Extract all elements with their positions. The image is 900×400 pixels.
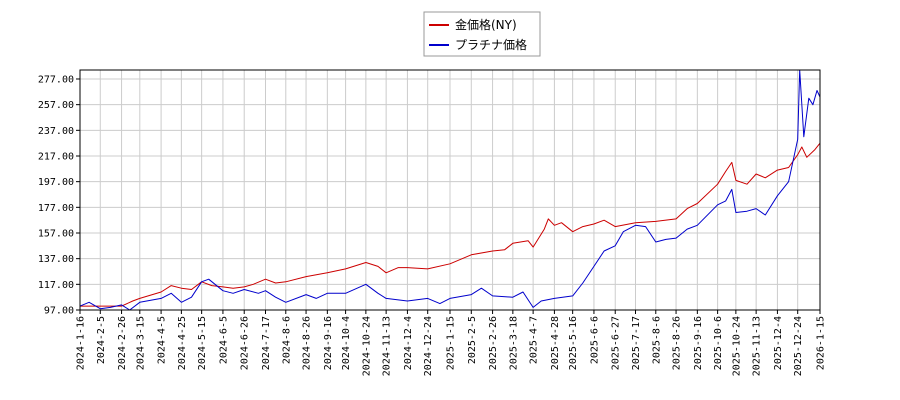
y-tick-label: 117.00 (38, 280, 74, 291)
plot-frame (79, 69, 821, 311)
x-tick-label: 2025-6-6 (589, 316, 600, 364)
x-tick-label: 2024-2-5 (96, 316, 107, 364)
x-tick-label: 2024-12-4 (403, 316, 414, 370)
x-axis-tick-labels: 2024-1-16 2024-2-5 2024-2-26 2024-3-15 2024-… (76, 310, 827, 376)
x-tick-label: 2024-9-16 (323, 316, 334, 370)
y-tick-label: 197.00 (38, 177, 74, 188)
legend-box (423, 11, 541, 57)
y-tick-label: 177.00 (38, 203, 74, 214)
x-tick-label: 2024-12-24 (423, 316, 434, 376)
x-tick-label: 2025-12-4 (773, 316, 784, 370)
y-tick-label: 217.00 (38, 151, 74, 162)
x-tick-label: 2024-3-15 (135, 316, 146, 370)
x-tick-label: 2024-7-17 (261, 316, 272, 370)
x-tick-label: 2025-7-17 (631, 316, 642, 370)
x-tick-label: 2024-10-4 (341, 316, 352, 370)
x-tick-label: 2025-10-6 (713, 316, 724, 370)
y-tick-label: 97.00 (44, 306, 74, 317)
x-tick-label: 2025-2-5 (467, 316, 478, 364)
x-tick-label: 2024-4-5 (157, 316, 168, 364)
x-tick-label: 2024-6-26 (240, 316, 251, 370)
x-tick-label: 2024-8-26 (302, 316, 313, 370)
x-tick-label: 2025-10-24 (731, 316, 742, 376)
y-axis-tick-labels: 97.00 117.00 137.00 157.00 177.00 197.00 217.0… (38, 74, 80, 317)
x-tick-label: 2025-4-7 (529, 316, 540, 364)
x-tick-label: 2025-8-26 (672, 316, 683, 370)
y-tick-label: 157.00 (38, 228, 74, 239)
x-tick-label: 2025-1-15 (446, 316, 457, 370)
x-tick-label: 2024-8-6 (281, 316, 292, 364)
x-tick-label: 2025-11-13 (752, 316, 763, 376)
x-tick-label: 2025-6-27 (611, 316, 622, 370)
y-tick-label: 237.00 (38, 126, 74, 137)
series-lines (79, 69, 821, 311)
legend: 金価格(NY) プラチナ価格 (423, 11, 541, 57)
x-tick-label: 2024-2-26 (117, 316, 128, 370)
x-tick-label: 2024-6-5 (218, 316, 229, 364)
x-tick-label: 2024-4-25 (177, 316, 188, 370)
x-tick-label: 2024-10-24 (361, 316, 372, 376)
x-tick-label: 2025-2-26 (488, 316, 499, 370)
x-tick-label: 2025-8-6 (651, 316, 662, 364)
x-tick-label: 2025-3-18 (508, 316, 519, 370)
x-tick-label: 2024-1-16 (76, 316, 87, 370)
x-tick-label: 2025-5-16 (568, 316, 579, 370)
x-tick-label: 2024-11-13 (382, 316, 393, 376)
legend-label-gold: 金価格(NY) (455, 17, 517, 32)
y-tick-label: 257.00 (38, 100, 74, 111)
y-tick-label: 137.00 (38, 254, 74, 265)
legend-label-platinum: プラチナ価格 (455, 37, 527, 52)
y-tick-label: 277.00 (38, 74, 74, 85)
x-tick-label: 2025-9-16 (693, 316, 704, 370)
x-tick-label: 2025-4-28 (550, 316, 561, 370)
platinum-price-line (79, 69, 821, 311)
x-tick-label: 2025-12-24 (793, 316, 804, 376)
x-tick-label: 2026-1-15 (816, 316, 827, 370)
gold-price-line (80, 142, 821, 307)
x-tick-label: 2024-5-15 (197, 316, 208, 370)
